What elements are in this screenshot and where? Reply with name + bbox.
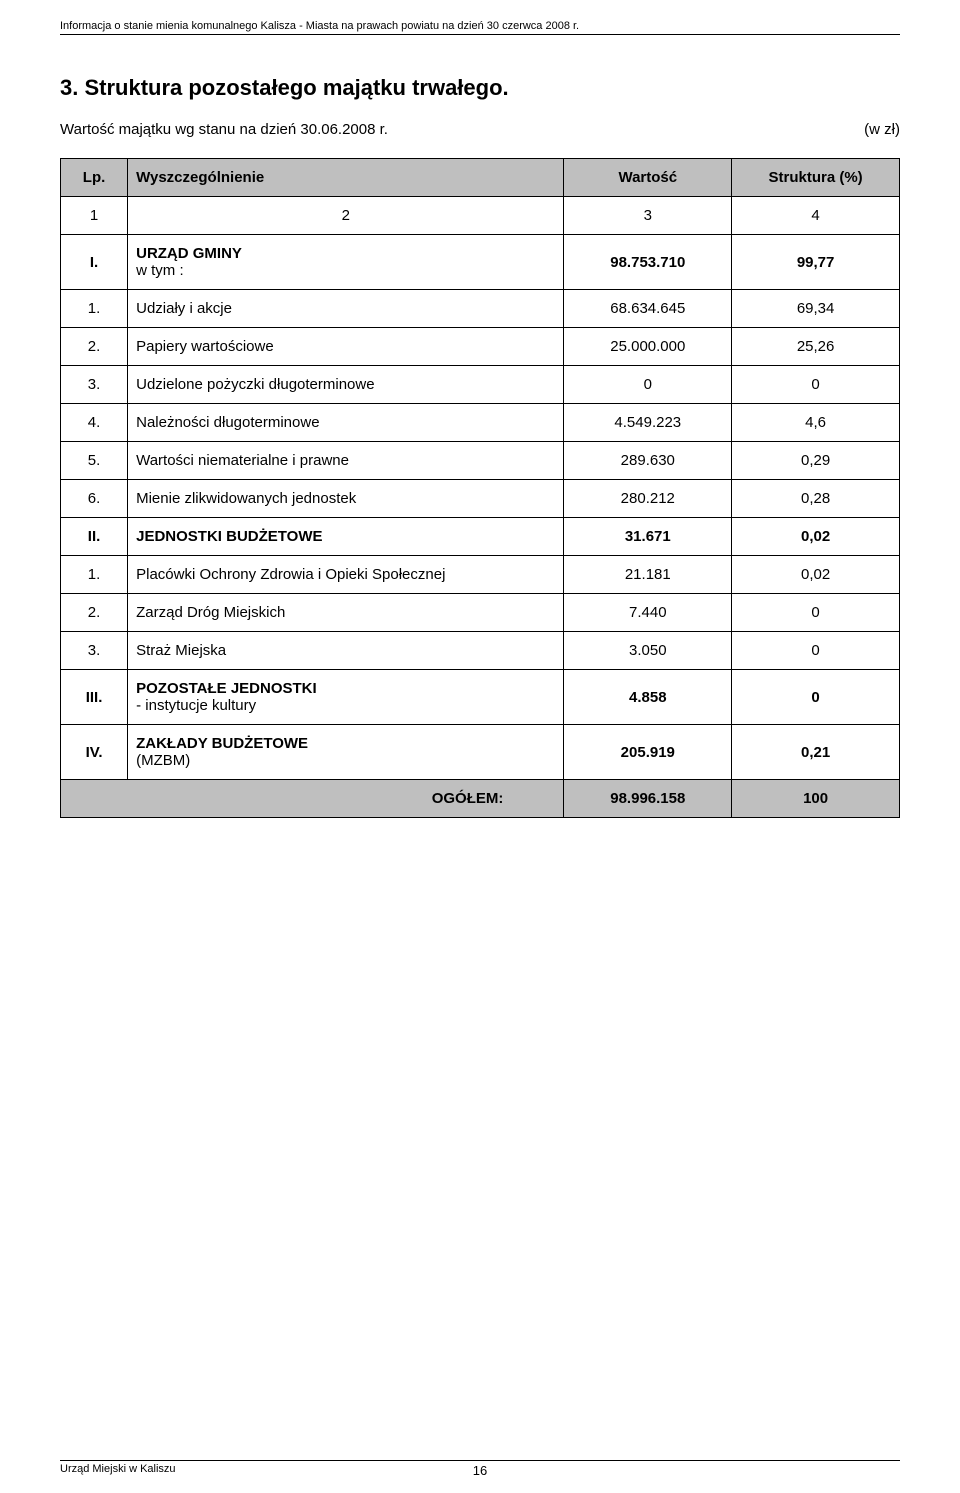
cell-value: 21.181 [564, 556, 732, 594]
table-header-row: Lp. Wyszczególnienie Wartość Struktura (… [61, 159, 900, 197]
cell-value: 4.549.223 [564, 404, 732, 442]
th-name: Wyszczególnienie [128, 159, 564, 197]
page-number: 16 [60, 1463, 900, 1478]
cell-lp: 3. [61, 632, 128, 670]
cell-name: Udziały i akcje [128, 290, 564, 328]
cell-pct: 0 [732, 632, 900, 670]
table-row: I.URZĄD GMINYw tym :98.753.71099,77 [61, 235, 900, 290]
table-row: 2.Zarząd Dróg Miejskich7.4400 [61, 594, 900, 632]
cell-value: 7.440 [564, 594, 732, 632]
footer-rule [60, 1460, 900, 1461]
cell-name: Należności długoterminowe [128, 404, 564, 442]
section-title: 3. Struktura pozostałego majątku trwałeg… [60, 75, 900, 101]
cell-value: 68.634.645 [564, 290, 732, 328]
table-row: 3.Straż Miejska3.0500 [61, 632, 900, 670]
cell-lp: 2. [61, 594, 128, 632]
page-footer: Urząd Miejski w Kaliszu 16 [60, 1460, 900, 1475]
cell-value: 289.630 [564, 442, 732, 480]
cell-lp: I. [61, 235, 128, 290]
cell-lp: 4. [61, 404, 128, 442]
numrow-2: 2 [128, 197, 564, 235]
header-rule [60, 34, 900, 35]
table-row: III.POZOSTAŁE JEDNOSTKI- instytucje kult… [61, 670, 900, 725]
cell-value: 25.000.000 [564, 328, 732, 366]
table-numbering-row: 1 2 3 4 [61, 197, 900, 235]
cell-lp: 2. [61, 328, 128, 366]
cell-name: Straż Miejska [128, 632, 564, 670]
cell-pct: 0,21 [732, 725, 900, 780]
cell-lp: 1. [61, 290, 128, 328]
cell-pct: 0,28 [732, 480, 900, 518]
assets-table: Lp. Wyszczególnienie Wartość Struktura (… [60, 158, 900, 818]
cell-name: Placówki Ochrony Zdrowia i Opieki Społec… [128, 556, 564, 594]
cell-lp: III. [61, 670, 128, 725]
cell-pct: 25,26 [732, 328, 900, 366]
cell-name: URZĄD GMINYw tym : [128, 235, 564, 290]
th-value: Wartość [564, 159, 732, 197]
cell-value: 4.858 [564, 670, 732, 725]
cell-lp: II. [61, 518, 128, 556]
cell-pct: 0 [732, 670, 900, 725]
total-pct: 100 [732, 780, 900, 818]
table-row: IV.ZAKŁADY BUDŻETOWE(MZBM)205.9190,21 [61, 725, 900, 780]
cell-name: POZOSTAŁE JEDNOSTKI- instytucje kultury [128, 670, 564, 725]
table-total-row: OGÓŁEM:98.996.158100 [61, 780, 900, 818]
cell-name: Zarząd Dróg Miejskich [128, 594, 564, 632]
th-pct: Struktura (%) [732, 159, 900, 197]
cell-pct: 0,29 [732, 442, 900, 480]
numrow-3: 3 [564, 197, 732, 235]
cell-lp: 3. [61, 366, 128, 404]
table-row: 3.Udzielone pożyczki długoterminowe00 [61, 366, 900, 404]
cell-value: 0 [564, 366, 732, 404]
cell-name: Udzielone pożyczki długoterminowe [128, 366, 564, 404]
cell-pct: 0 [732, 594, 900, 632]
numrow-4: 4 [732, 197, 900, 235]
cell-name: Papiery wartościowe [128, 328, 564, 366]
table-row: II.JEDNOSTKI BUDŻETOWE31.6710,02 [61, 518, 900, 556]
cell-lp: 1. [61, 556, 128, 594]
cell-pct: 69,34 [732, 290, 900, 328]
cell-pct: 0,02 [732, 518, 900, 556]
cell-pct: 99,77 [732, 235, 900, 290]
subtitle-row: Wartość majątku wg stanu na dzień 30.06.… [60, 121, 900, 138]
total-value: 98.996.158 [564, 780, 732, 818]
table-row: 1.Udziały i akcje68.634.64569,34 [61, 290, 900, 328]
table-row: 2.Papiery wartościowe25.000.00025,26 [61, 328, 900, 366]
table-row: 6.Mienie zlikwidowanych jednostek280.212… [61, 480, 900, 518]
cell-pct: 0,02 [732, 556, 900, 594]
cell-value: 3.050 [564, 632, 732, 670]
cell-value: 205.919 [564, 725, 732, 780]
cell-value: 31.671 [564, 518, 732, 556]
page: Informacja o stanie mienia komunalnego K… [0, 0, 960, 1493]
table-row: 4.Należności długoterminowe4.549.2234,6 [61, 404, 900, 442]
table-row: 1.Placówki Ochrony Zdrowia i Opieki Społ… [61, 556, 900, 594]
cell-pct: 0 [732, 366, 900, 404]
cell-name: ZAKŁADY BUDŻETOWE(MZBM) [128, 725, 564, 780]
cell-name: Mienie zlikwidowanych jednostek [128, 480, 564, 518]
subtitle-left: Wartość majątku wg stanu na dzień 30.06.… [60, 121, 388, 138]
cell-lp: 5. [61, 442, 128, 480]
total-label: OGÓŁEM: [61, 780, 564, 818]
cell-value: 280.212 [564, 480, 732, 518]
header-small-text: Informacja o stanie mienia komunalnego K… [60, 20, 900, 32]
cell-pct: 4,6 [732, 404, 900, 442]
cell-lp: 6. [61, 480, 128, 518]
table-row: 5.Wartości niematerialne i prawne289.630… [61, 442, 900, 480]
numrow-1: 1 [61, 197, 128, 235]
cell-name: Wartości niematerialne i prawne [128, 442, 564, 480]
cell-lp: IV. [61, 725, 128, 780]
cell-name: JEDNOSTKI BUDŻETOWE [128, 518, 564, 556]
cell-value: 98.753.710 [564, 235, 732, 290]
th-lp: Lp. [61, 159, 128, 197]
subtitle-right: (w zł) [864, 121, 900, 138]
